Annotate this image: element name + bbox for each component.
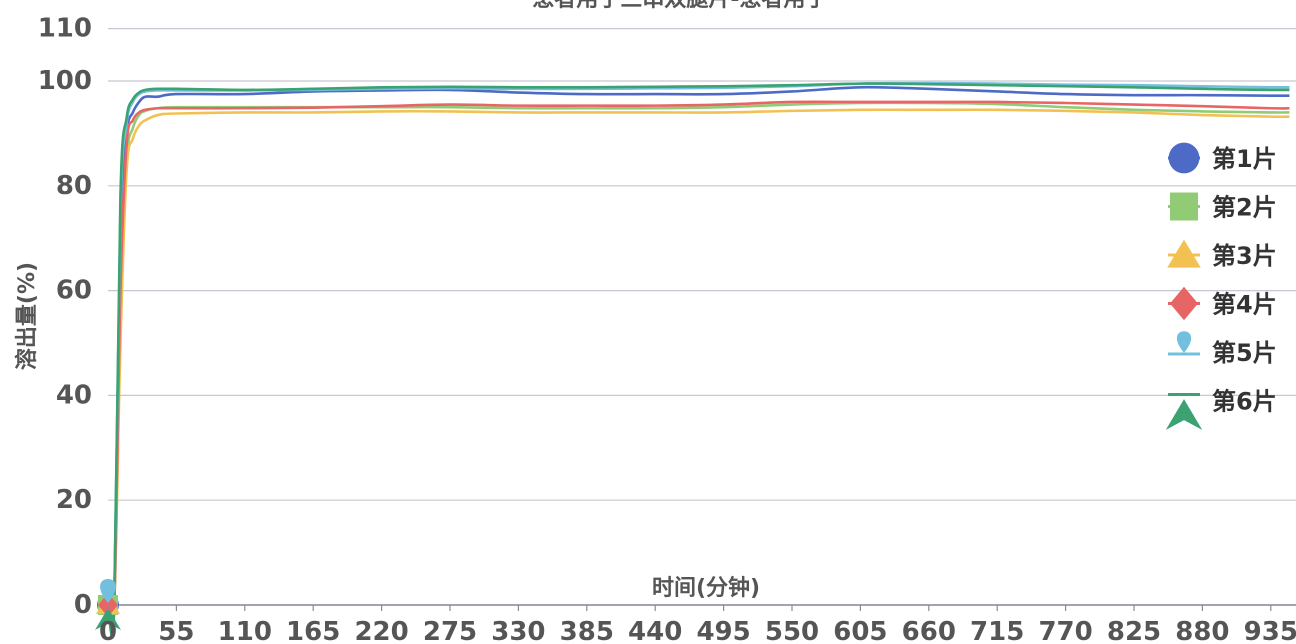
data-point — [95, 608, 121, 630]
series-line — [106, 82, 1290, 637]
series-line — [106, 85, 1290, 634]
y-tick-label: 60 — [56, 276, 92, 306]
series-line — [106, 101, 1290, 628]
x-tick-label: 440 — [628, 617, 682, 644]
legend-marker — [1168, 142, 1200, 174]
x-tick-label: 495 — [696, 617, 750, 644]
x-tick-label: 715 — [970, 617, 1024, 644]
legend-label: 第1片 — [1212, 145, 1277, 173]
x-tick-label: 550 — [765, 617, 819, 644]
legend-label: 第4片 — [1212, 291, 1277, 319]
series-line — [106, 108, 1290, 626]
x-axis-label: 时间(分钟) — [652, 575, 760, 601]
legend-marker — [1170, 286, 1198, 321]
y-tick-label: 40 — [56, 380, 92, 410]
y-tick-label: 20 — [56, 485, 92, 515]
legend-marker — [1167, 239, 1201, 268]
legend-label: 第6片 — [1212, 388, 1277, 416]
x-tick-label: 275 — [423, 617, 477, 644]
legend-marker — [1176, 331, 1192, 353]
legend-marker — [1170, 192, 1198, 221]
x-tick-label: 55 — [158, 617, 194, 644]
x-tick-label: 330 — [491, 617, 545, 644]
x-tick-label: 605 — [833, 617, 887, 644]
x-axis-ticks: 0 55 110 165 220 275 330 385 440 495 550 605 660 715 7… — [99, 605, 1296, 644]
series-line — [106, 81, 1290, 636]
series-line — [106, 100, 1290, 630]
x-tick-label: 825 — [1107, 617, 1161, 644]
x-tick-label: 935 — [1244, 617, 1296, 644]
y-axis-ticks: 0 20 40 60 80 100 110 — [38, 14, 92, 620]
x-tick-label: 385 — [560, 617, 614, 644]
legend-marker — [1165, 399, 1203, 430]
x-tick-label: 110 — [218, 617, 272, 644]
legend-label: 第3片 — [1212, 242, 1277, 270]
y-tick-label: 80 — [56, 171, 92, 201]
series-lines — [106, 81, 1290, 637]
legend-label: 第5片 — [1212, 339, 1277, 367]
x-tick-label: 0 — [99, 617, 117, 644]
x-tick-label: 165 — [286, 617, 340, 644]
x-tick-label: 770 — [1038, 617, 1092, 644]
y-tick-label: 100 — [38, 66, 92, 96]
grid-lines — [108, 28, 1296, 606]
y-tick-label: 110 — [38, 14, 92, 44]
x-tick-label: 220 — [354, 617, 408, 644]
x-tick-label: 660 — [902, 617, 956, 644]
legend-label: 第2片 — [1212, 194, 1277, 222]
y-axis-label: 溶出量(%) — [14, 262, 40, 370]
y-tick-label: 0 — [74, 590, 92, 620]
x-tick-label: 880 — [1175, 617, 1229, 644]
data-point — [100, 579, 116, 603]
chart-title: 患者用于三串双腿片-患者用于 — [532, 0, 827, 12]
